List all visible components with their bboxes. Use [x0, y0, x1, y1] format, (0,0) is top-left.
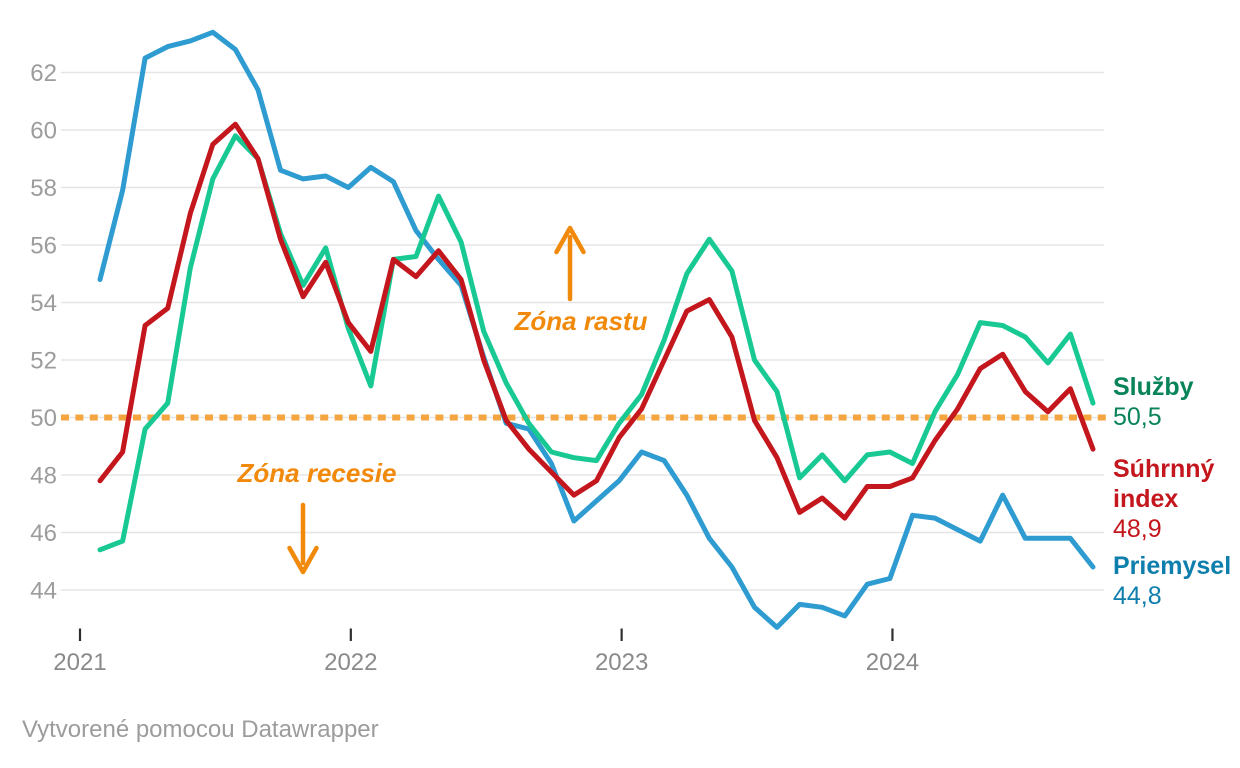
y-axis-label: 56: [30, 233, 57, 260]
legend-value-services: 50,5: [1113, 403, 1162, 431]
y-axis-label: 46: [30, 520, 57, 547]
y-axis-label: 50: [30, 405, 57, 432]
legend-entry-services: Služby 50,5: [1113, 372, 1194, 432]
y-axis-label: 44: [30, 578, 57, 605]
y-axis-label: 62: [30, 60, 57, 87]
x-axis-year-label: 2024: [866, 649, 919, 676]
legend-label-composite: Súhrnný index: [1113, 455, 1215, 513]
series-line-súhrnný-index: [97, 121, 1096, 521]
arrow-down-icon: [287, 545, 319, 575]
annotation-recession-zone: Zóna recesie: [237, 458, 397, 488]
legend-label-services: Služby: [1113, 373, 1194, 401]
legend-entry-industry: Priemysel 44,8: [1113, 551, 1231, 611]
attribution-text: Vytvorené pomocou Datawrapper: [22, 716, 379, 743]
legend-value-composite: 48,9: [1113, 515, 1162, 543]
y-axis-label: 48: [30, 463, 57, 490]
y-axis-label: 58: [30, 175, 57, 202]
y-axis-label: 52: [30, 348, 57, 375]
legend-label-industry: Priemysel: [1113, 552, 1232, 580]
legend-entry-composite: Súhrnný index 48,9: [1113, 454, 1225, 544]
x-axis-year-label: 2022: [324, 649, 377, 676]
y-axis-label: 60: [30, 118, 57, 145]
legend-value-industry: 44,8: [1113, 582, 1162, 610]
series-line-priemysel: [97, 29, 1096, 630]
x-axis-year-label: 2023: [595, 649, 648, 676]
arrow-up-icon: [554, 225, 586, 255]
annotation-growth-zone: Zóna rastu: [514, 306, 648, 336]
y-axis-label: 54: [30, 290, 57, 317]
x-axis-year-label: 2021: [53, 649, 106, 676]
